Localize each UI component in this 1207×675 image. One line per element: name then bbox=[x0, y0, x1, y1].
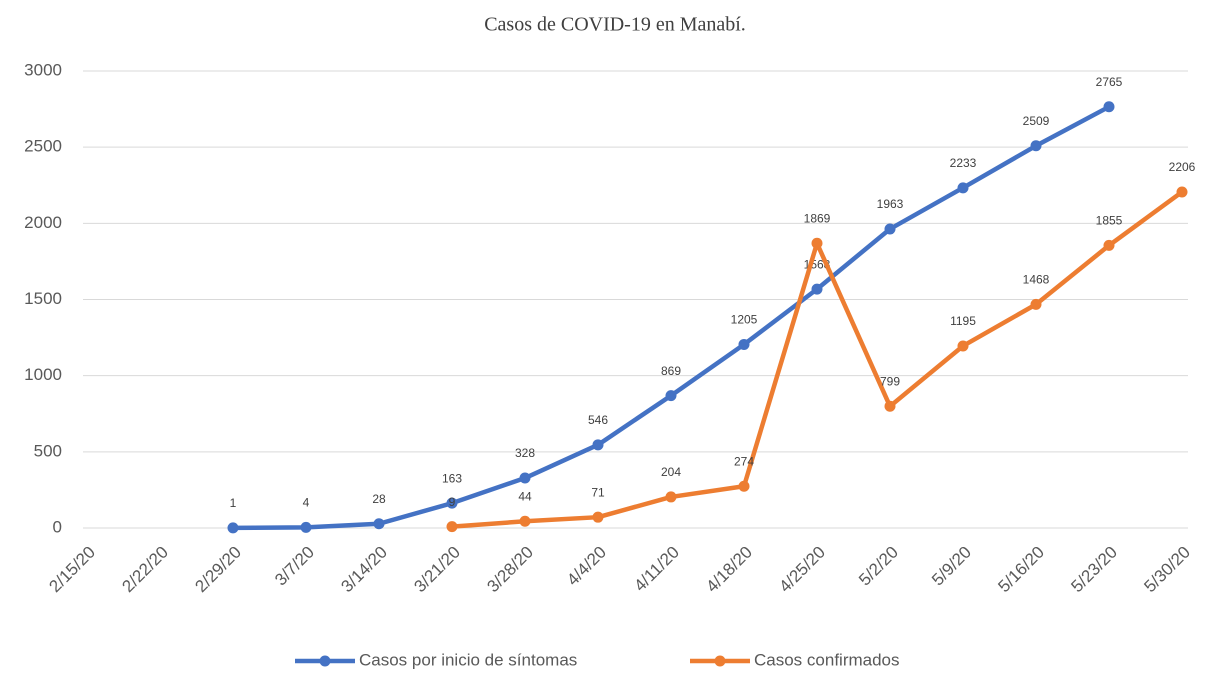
data-label: 2233 bbox=[950, 156, 977, 170]
x-tick-label: 4/4/20 bbox=[563, 543, 610, 590]
point bbox=[738, 338, 750, 350]
data-label: 546 bbox=[588, 413, 608, 427]
point bbox=[373, 518, 385, 530]
data-label: 2765 bbox=[1096, 75, 1123, 89]
legend-label: Casos por inicio de síntomas bbox=[359, 650, 577, 669]
point bbox=[811, 283, 823, 295]
data-label: 2509 bbox=[1023, 114, 1050, 128]
data-label: 71 bbox=[591, 485, 605, 499]
x-tick-label: 3/7/20 bbox=[271, 543, 318, 590]
point bbox=[1030, 298, 1042, 310]
point bbox=[1176, 186, 1188, 198]
point bbox=[1103, 239, 1115, 251]
point bbox=[446, 521, 458, 533]
data-label: 1869 bbox=[804, 211, 831, 225]
point bbox=[957, 182, 969, 194]
data-label: 163 bbox=[442, 471, 462, 485]
data-label: 1205 bbox=[731, 313, 758, 327]
data-label: 2206 bbox=[1169, 160, 1196, 174]
x-tick-label: 4/11/20 bbox=[630, 543, 683, 596]
data-label: 1 bbox=[230, 496, 237, 510]
y-tick-label: 0 bbox=[53, 517, 62, 536]
point bbox=[738, 480, 750, 492]
data-label: 1963 bbox=[877, 197, 904, 211]
x-tick-label: 4/18/20 bbox=[702, 543, 756, 597]
data-label: 1855 bbox=[1096, 214, 1123, 228]
point bbox=[884, 223, 896, 235]
data-label: 44 bbox=[518, 489, 532, 503]
x-tick-label: 3/28/20 bbox=[483, 543, 537, 597]
point bbox=[1103, 101, 1115, 113]
x-tick-label: 2/22/20 bbox=[118, 543, 172, 597]
y-tick-label: 1000 bbox=[24, 365, 62, 384]
point bbox=[519, 472, 531, 484]
data-label: 4 bbox=[303, 496, 310, 510]
data-label: 869 bbox=[661, 364, 681, 378]
point bbox=[811, 237, 823, 249]
chart-title: Casos de COVID-19 en Manabí. bbox=[484, 14, 746, 36]
x-tick-label: 3/21/20 bbox=[410, 543, 464, 597]
point bbox=[227, 522, 239, 534]
y-tick-label: 2500 bbox=[24, 137, 62, 156]
point bbox=[665, 491, 677, 503]
x-tick-label: 2/29/20 bbox=[191, 543, 245, 597]
x-tick-label: 5/9/20 bbox=[928, 543, 975, 590]
data-label: 1195 bbox=[950, 314, 976, 328]
point bbox=[300, 521, 312, 533]
x-tick-label: 3/14/20 bbox=[337, 543, 391, 597]
data-label: 328 bbox=[515, 446, 535, 460]
x-tick-label: 5/2/20 bbox=[855, 543, 902, 590]
point bbox=[665, 390, 677, 402]
x-tick-label: 5/23/20 bbox=[1067, 543, 1121, 597]
y-tick-label: 3000 bbox=[24, 60, 62, 79]
data-label: 274 bbox=[734, 454, 754, 468]
data-label: 204 bbox=[661, 465, 681, 479]
legend-marker bbox=[714, 655, 726, 667]
x-tick-label: 2/15/20 bbox=[45, 543, 99, 597]
data-label: 28 bbox=[372, 492, 386, 506]
x-tick-label: 5/30/20 bbox=[1140, 543, 1194, 597]
point bbox=[1030, 140, 1042, 152]
point bbox=[884, 400, 896, 412]
data-label: 799 bbox=[880, 374, 900, 388]
x-tick-label: 5/16/20 bbox=[994, 543, 1048, 597]
data-label: 1468 bbox=[1023, 273, 1050, 287]
legend-label: Casos confirmados bbox=[754, 650, 900, 669]
legend-marker bbox=[319, 655, 331, 667]
y-tick-label: 2000 bbox=[24, 213, 62, 232]
point bbox=[446, 497, 458, 509]
point bbox=[592, 511, 604, 523]
point bbox=[519, 515, 531, 527]
y-tick-label: 1500 bbox=[24, 289, 62, 308]
point bbox=[592, 439, 604, 451]
y-tick-label: 500 bbox=[34, 441, 62, 460]
x-tick-label: 4/25/20 bbox=[775, 543, 829, 597]
data-label: 9 bbox=[449, 495, 456, 509]
point bbox=[957, 340, 969, 352]
